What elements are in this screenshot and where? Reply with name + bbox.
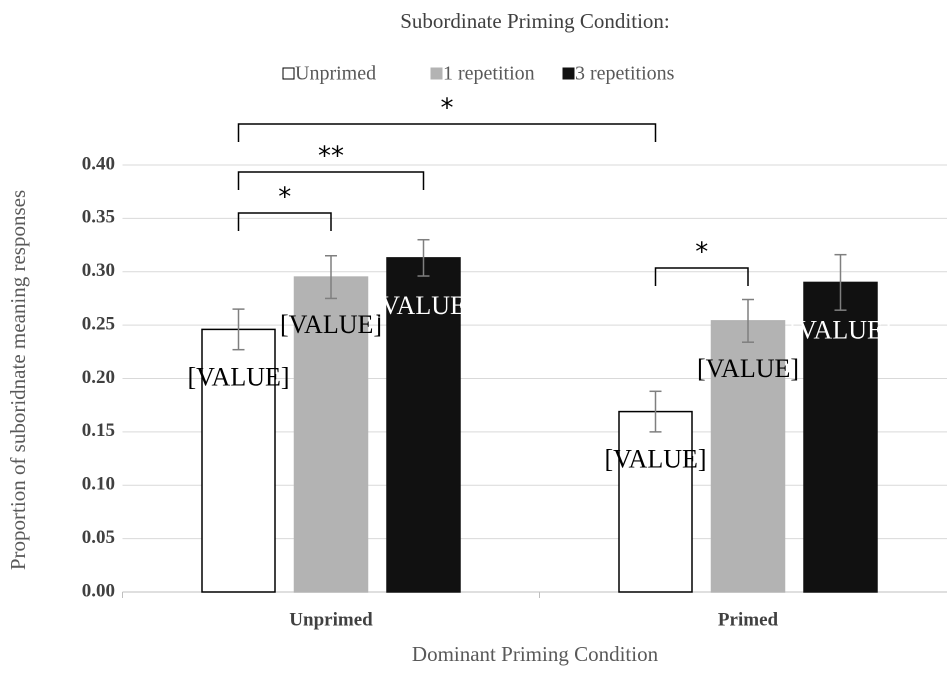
bar <box>293 276 369 593</box>
y-tick-label: 0.40 <box>82 153 115 174</box>
data-label: [VALUE] <box>697 354 799 383</box>
legend-swatch <box>562 67 575 80</box>
significance-bracket <box>654 267 749 286</box>
significance-bracket <box>237 171 425 190</box>
bar <box>803 281 878 593</box>
significance-label: * <box>441 94 454 124</box>
y-tick-label: 0.20 <box>82 367 115 388</box>
legend-swatch <box>282 67 295 80</box>
y-tick-label: 0.15 <box>82 420 115 441</box>
bar <box>710 320 786 593</box>
legend-label: 1 repetition <box>443 63 535 85</box>
x-tick-label: Unprimed <box>289 609 373 630</box>
significance-label: * <box>695 238 708 268</box>
y-tick-label: 0.00 <box>82 580 115 601</box>
data-label: [VALUE] <box>789 315 891 344</box>
legend-swatch <box>430 67 443 80</box>
data-label: [VALUE] <box>372 291 474 320</box>
legend-label: 3 repetitions <box>575 63 675 85</box>
x-axis-title: Dominant Priming Condition <box>412 642 659 666</box>
y-tick-label: 0.05 <box>82 527 115 548</box>
data-label: [VALUE] <box>280 310 382 339</box>
x-tick-label: Primed <box>718 609 779 630</box>
bar <box>618 410 693 593</box>
data-label: [VALUE] <box>604 445 706 474</box>
significance-label: * <box>278 183 291 213</box>
significance-label: ** <box>318 142 344 172</box>
chart-title: Subordinate Priming Condition: <box>400 9 670 33</box>
legend-label: Unprimed <box>295 63 376 85</box>
y-axis-title: Proportion of suboridnate meaning respon… <box>6 190 30 570</box>
y-tick-label: 0.25 <box>82 313 115 334</box>
significance-bracket <box>237 123 657 142</box>
data-label: [VALUE] <box>187 362 289 391</box>
y-tick-label: 0.10 <box>82 474 115 495</box>
y-tick-label: 0.30 <box>82 260 115 281</box>
significance-bracket <box>237 212 332 231</box>
bar <box>386 257 461 593</box>
y-tick-label: 0.35 <box>82 207 115 228</box>
bar <box>201 328 276 593</box>
